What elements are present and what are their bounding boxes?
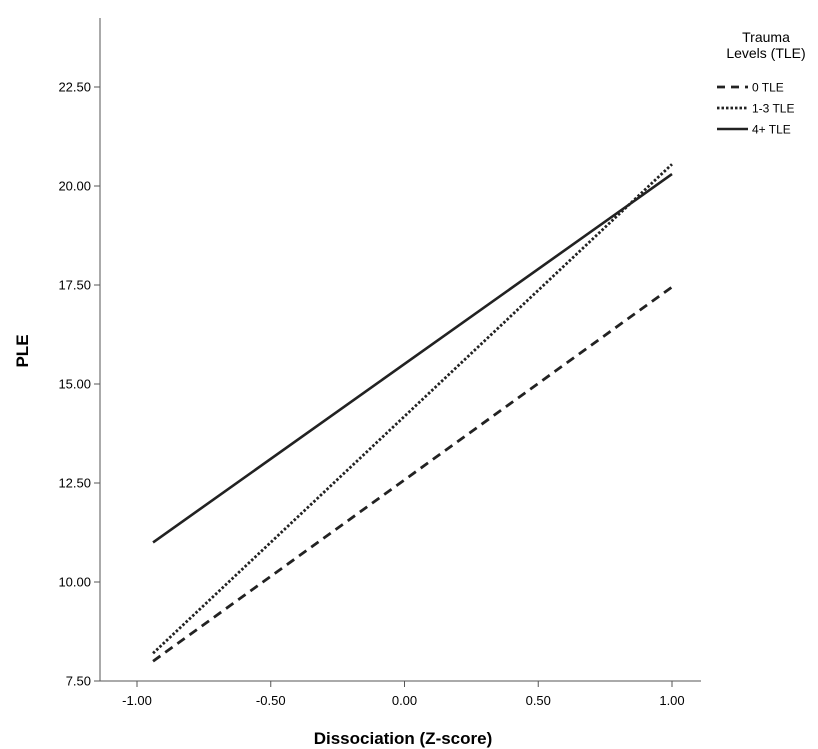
legend-label: 1-3 TLE: [752, 102, 794, 116]
x-tick-label: 0.00: [392, 693, 417, 708]
legend-label: 0 TLE: [752, 81, 784, 95]
y-tick-label: 12.50: [58, 476, 91, 491]
axes: [99, 18, 701, 682]
series-lines: [152, 163, 673, 663]
legend-label: 4+ TLE: [752, 123, 791, 137]
y-axis-title: PLE: [13, 334, 32, 367]
series-line-4-tle: [152, 173, 673, 544]
x-tick-label: -0.50: [256, 693, 286, 708]
series-line-0-tle: [152, 285, 673, 663]
x-tick-label: -1.00: [122, 693, 152, 708]
x-tick-label: 1.00: [659, 693, 684, 708]
y-tick-label: 22.50: [58, 80, 91, 95]
y-tick-label: 10.00: [58, 575, 91, 590]
y-tick-label: 15.00: [58, 377, 91, 392]
y-tick-label: 20.00: [58, 179, 91, 194]
x-axis-title: Dissociation (Z-score): [314, 729, 493, 748]
y-tick-label: 7.50: [66, 674, 91, 689]
ticks: 7.50 10.00 12.50 15.00 17.50 20.00 22.50 -1.00 -…: [58, 80, 684, 709]
legend-title: Trauma: [742, 29, 790, 45]
legend-title: Levels (TLE): [726, 45, 805, 61]
series-line-1-3-tle: [152, 163, 673, 655]
x-tick-label: 0.50: [526, 693, 551, 708]
y-tick-label: 17.50: [58, 278, 91, 293]
